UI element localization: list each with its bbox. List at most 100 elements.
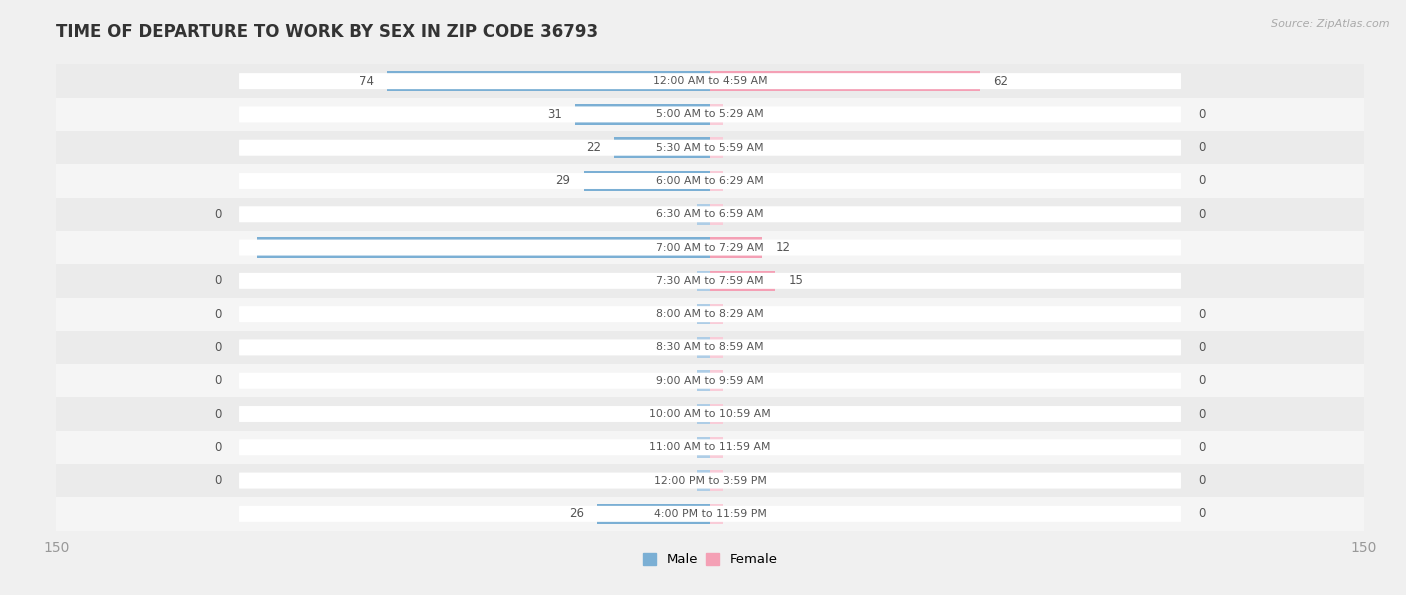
- Text: 4:00 PM to 11:59 PM: 4:00 PM to 11:59 PM: [654, 509, 766, 519]
- Text: TIME OF DEPARTURE TO WORK BY SEX IN ZIP CODE 36793: TIME OF DEPARTURE TO WORK BY SEX IN ZIP …: [56, 23, 599, 41]
- Bar: [56, 131, 1364, 164]
- Text: 0: 0: [1198, 374, 1205, 387]
- Text: 10:00 AM to 10:59 AM: 10:00 AM to 10:59 AM: [650, 409, 770, 419]
- Bar: [596, 503, 710, 524]
- Text: 11:00 AM to 11:59 AM: 11:00 AM to 11:59 AM: [650, 442, 770, 452]
- FancyBboxPatch shape: [239, 73, 1181, 89]
- FancyBboxPatch shape: [239, 406, 1181, 422]
- Text: 104: 104: [278, 241, 304, 254]
- Text: 9:00 AM to 9:59 AM: 9:00 AM to 9:59 AM: [657, 375, 763, 386]
- Text: 7:00 AM to 7:29 AM: 7:00 AM to 7:29 AM: [657, 243, 763, 252]
- Bar: [56, 164, 1364, 198]
- Text: 0: 0: [1198, 208, 1205, 221]
- Text: 0: 0: [1198, 174, 1205, 187]
- Legend: Male, Female: Male, Female: [637, 548, 783, 572]
- Bar: [575, 104, 710, 125]
- Bar: [697, 437, 710, 458]
- Text: 0: 0: [215, 374, 222, 387]
- Text: 29: 29: [555, 174, 571, 187]
- Text: 6:00 AM to 6:29 AM: 6:00 AM to 6:29 AM: [657, 176, 763, 186]
- Bar: [56, 198, 1364, 231]
- FancyBboxPatch shape: [239, 339, 1181, 355]
- Text: 0: 0: [215, 341, 222, 354]
- Bar: [257, 237, 710, 258]
- Bar: [710, 503, 723, 524]
- Text: 0: 0: [215, 208, 222, 221]
- Bar: [697, 371, 710, 391]
- Text: 0: 0: [215, 408, 222, 421]
- Bar: [388, 71, 710, 92]
- Text: 0: 0: [1198, 441, 1205, 454]
- Bar: [56, 364, 1364, 397]
- Bar: [710, 470, 723, 491]
- Bar: [710, 137, 723, 158]
- Bar: [56, 98, 1364, 131]
- FancyBboxPatch shape: [239, 506, 1181, 522]
- FancyBboxPatch shape: [239, 439, 1181, 455]
- Text: 22: 22: [586, 141, 602, 154]
- Text: 0: 0: [215, 308, 222, 321]
- FancyBboxPatch shape: [239, 107, 1181, 123]
- Bar: [697, 204, 710, 224]
- Bar: [56, 298, 1364, 331]
- Bar: [56, 431, 1364, 464]
- Bar: [710, 403, 723, 424]
- Text: 0: 0: [1198, 108, 1205, 121]
- Bar: [697, 304, 710, 324]
- Text: 0: 0: [215, 441, 222, 454]
- Bar: [697, 271, 710, 291]
- Text: 12: 12: [776, 241, 790, 254]
- Text: 15: 15: [789, 274, 803, 287]
- Bar: [583, 171, 710, 192]
- Bar: [710, 337, 723, 358]
- Bar: [56, 464, 1364, 497]
- FancyBboxPatch shape: [239, 206, 1181, 223]
- Text: Source: ZipAtlas.com: Source: ZipAtlas.com: [1271, 19, 1389, 29]
- Bar: [710, 104, 723, 125]
- Text: 7:30 AM to 7:59 AM: 7:30 AM to 7:59 AM: [657, 276, 763, 286]
- FancyBboxPatch shape: [239, 472, 1181, 488]
- Text: 5:00 AM to 5:29 AM: 5:00 AM to 5:29 AM: [657, 109, 763, 120]
- Text: 74: 74: [360, 74, 374, 87]
- Text: 0: 0: [1198, 474, 1205, 487]
- Bar: [697, 337, 710, 358]
- Bar: [56, 231, 1364, 264]
- Bar: [614, 137, 710, 158]
- FancyBboxPatch shape: [239, 372, 1181, 389]
- Bar: [710, 237, 762, 258]
- FancyBboxPatch shape: [239, 173, 1181, 189]
- Bar: [710, 271, 776, 291]
- Text: 8:00 AM to 8:29 AM: 8:00 AM to 8:29 AM: [657, 309, 763, 319]
- Bar: [56, 497, 1364, 531]
- Text: 62: 62: [993, 74, 1008, 87]
- Bar: [710, 71, 980, 92]
- Bar: [710, 204, 723, 224]
- Bar: [710, 171, 723, 192]
- Bar: [56, 264, 1364, 298]
- Bar: [710, 437, 723, 458]
- Bar: [56, 397, 1364, 431]
- Text: 12:00 PM to 3:59 PM: 12:00 PM to 3:59 PM: [654, 475, 766, 486]
- Text: 31: 31: [547, 108, 562, 121]
- Text: 5:30 AM to 5:59 AM: 5:30 AM to 5:59 AM: [657, 143, 763, 153]
- Text: 0: 0: [1198, 141, 1205, 154]
- Text: 26: 26: [568, 508, 583, 521]
- Text: 0: 0: [1198, 308, 1205, 321]
- Text: 0: 0: [1198, 508, 1205, 521]
- FancyBboxPatch shape: [239, 306, 1181, 322]
- Text: 0: 0: [215, 474, 222, 487]
- Text: 0: 0: [1198, 408, 1205, 421]
- FancyBboxPatch shape: [239, 240, 1181, 256]
- FancyBboxPatch shape: [239, 273, 1181, 289]
- Bar: [710, 304, 723, 324]
- Bar: [710, 371, 723, 391]
- Text: 8:30 AM to 8:59 AM: 8:30 AM to 8:59 AM: [657, 343, 763, 352]
- Text: 0: 0: [215, 274, 222, 287]
- Bar: [56, 331, 1364, 364]
- Bar: [697, 470, 710, 491]
- Text: 12:00 AM to 4:59 AM: 12:00 AM to 4:59 AM: [652, 76, 768, 86]
- Bar: [56, 64, 1364, 98]
- Text: 0: 0: [1198, 341, 1205, 354]
- Bar: [697, 403, 710, 424]
- FancyBboxPatch shape: [239, 140, 1181, 156]
